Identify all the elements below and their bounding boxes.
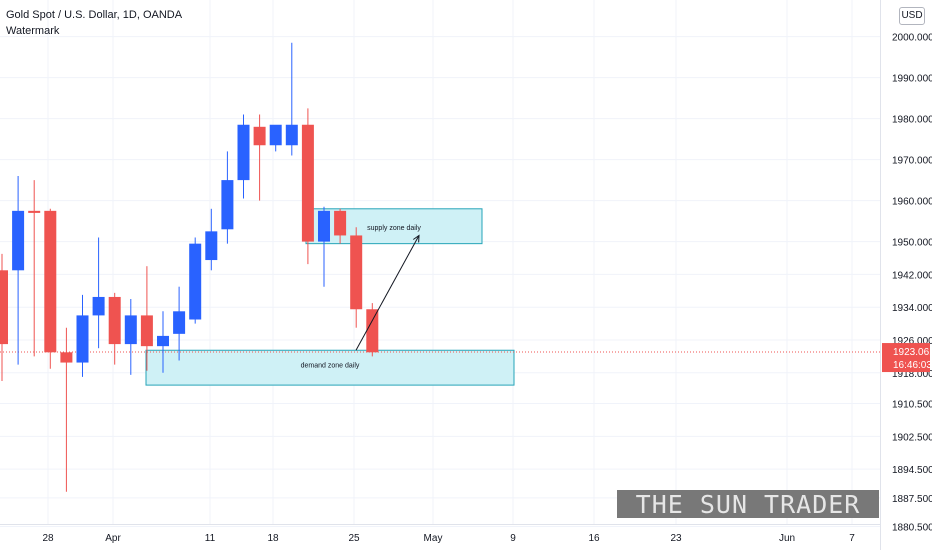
time-tick-label: 25	[348, 533, 360, 544]
candle-body	[108, 296, 121, 345]
price-tick-label: 1880.500	[892, 523, 932, 534]
time-tick-label: 18	[267, 533, 279, 544]
candle-body	[60, 352, 73, 363]
candle-body	[334, 210, 347, 236]
price-tick-label: 1990.000	[892, 74, 932, 85]
time-tick-label: 23	[670, 533, 682, 544]
price-tick-label: 1887.500	[892, 494, 932, 505]
candle-body	[205, 231, 218, 261]
candle-body	[301, 124, 314, 242]
time-tick-label: 28	[42, 533, 54, 544]
currency-badge[interactable]: USD	[899, 7, 925, 25]
candle-body	[285, 124, 298, 146]
indicator-label: Watermark	[6, 25, 60, 37]
price-tick-label: 1910.500	[892, 400, 932, 411]
symbol-title: Gold Spot / U.S. Dollar, 1D, OANDA	[6, 9, 183, 21]
candle-body	[173, 311, 186, 334]
candle-body	[269, 124, 282, 146]
candle-body	[12, 210, 25, 271]
demand-zone-box	[145, 349, 515, 386]
price-tick-label: 1918.000	[892, 369, 932, 380]
candle-body	[28, 210, 41, 213]
candle-body	[221, 180, 234, 230]
price-tick-label: 1950.000	[892, 238, 932, 249]
supply-zone-label: supply zone daily	[367, 225, 421, 232]
price-tick-label: 2010.000	[892, 0, 932, 3]
candle-body	[92, 296, 105, 316]
countdown-timer: 16:46:03	[893, 360, 932, 371]
candle-body	[189, 243, 202, 320]
candle-body	[157, 335, 169, 347]
price-tick-label: 1894.500	[892, 465, 932, 476]
candle-body	[0, 270, 8, 345]
trend-arrow-line	[355, 235, 420, 351]
time-tick-label: May	[424, 533, 443, 544]
candle-body	[124, 315, 137, 345]
candle-body	[253, 126, 266, 146]
time-tick-label: Jun	[779, 533, 795, 544]
time-tick-label: 16	[588, 533, 600, 544]
candle-body	[318, 210, 330, 242]
candle-body	[44, 210, 57, 353]
candle-body	[76, 315, 89, 363]
price-tick-label: 1980.000	[892, 115, 932, 126]
price-tick-label: 1934.000	[892, 303, 932, 314]
candle-body	[350, 235, 363, 310]
time-tick-label: 9	[510, 533, 516, 544]
time-tick-label: Apr	[105, 533, 121, 544]
price-tick-label: 1960.000	[892, 197, 932, 208]
price-tick-label: 1902.500	[892, 432, 932, 443]
time-tick-label: 11	[205, 533, 216, 544]
watermark-badge: THE SUN TRADER	[617, 490, 879, 519]
candle-body	[366, 309, 379, 353]
price-tick-label: 2000.000	[892, 33, 932, 44]
price-tick-label: 1970.000	[892, 156, 932, 167]
price-tick-label: 1942.000	[892, 270, 932, 281]
last-price-value: 1923.061	[893, 347, 932, 358]
time-tick-label: 7	[849, 533, 855, 544]
last-price-tag	[882, 343, 930, 373]
demand-zone-label: demand zone daily	[301, 363, 360, 370]
candle-body	[140, 315, 153, 347]
price-tick-label: 1926.000	[892, 336, 932, 347]
candle-body	[237, 124, 250, 181]
trend-arrow-head	[413, 234, 420, 243]
